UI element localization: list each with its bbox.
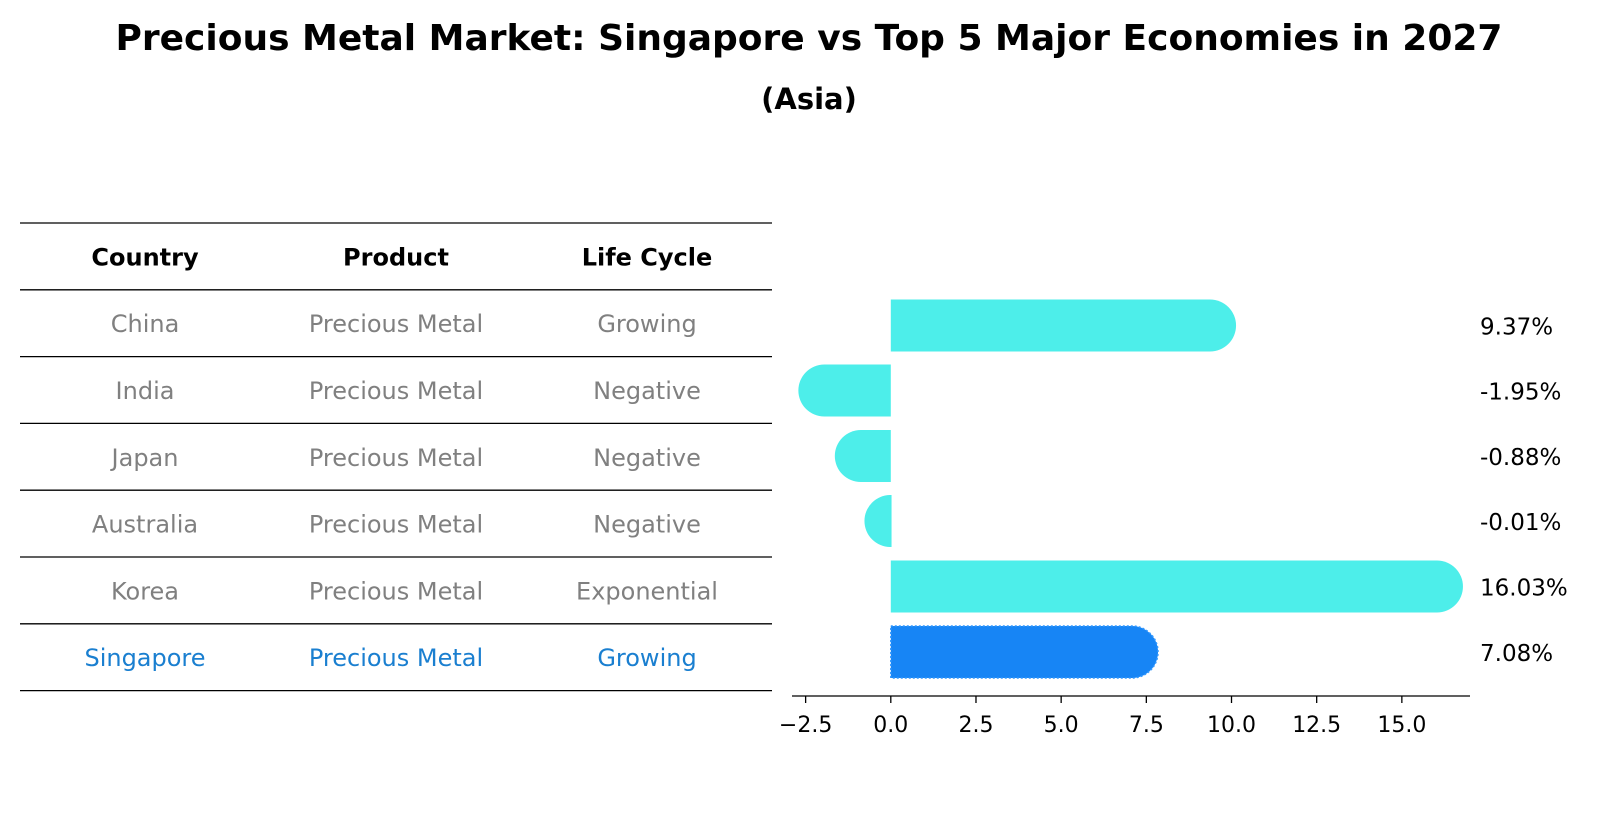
cell-country: Korea [111,577,179,605]
header-life-cycle: Life Cycle [582,243,713,271]
cell-life-cycle: Negative [593,444,701,472]
header-product: Product [343,243,449,271]
cell-country: India [116,377,175,405]
cell-life-cycle: Negative [593,377,701,405]
bar-korea [890,560,1463,613]
cell-product: Precious Metal [309,377,483,405]
bar-china [890,299,1237,352]
bar-singapore [890,625,1159,679]
data-label: -0.88% [1480,445,1561,471]
cell-country: Singapore [84,644,205,672]
x-tick-label: 0.0 [873,713,908,738]
bar-series: 9.37% -1.95% -0.88% -0.01% 16.03% 7.08% [798,299,1568,679]
header-country: Country [91,243,199,271]
data-label: -1.95% [1480,380,1561,406]
chart-title: Precious Metal Market: Singapore vs Top … [116,18,1503,59]
data-table: Country Product Life Cycle China Precious Me… [20,222,772,692]
cell-life-cycle: Negative [593,511,701,539]
cell-product: Precious Metal [309,444,483,472]
x-tick-label: 2.5 [958,713,993,738]
data-label: 16.03% [1480,576,1568,602]
cell-country: Australia [92,511,198,539]
cell-product: Precious Metal [309,310,483,338]
data-label: 7.08% [1480,641,1553,667]
x-axis: −2.5 0.0 2.5 5.0 7.5 10.0 12.5 15.0 [779,695,1470,738]
bar-japan [834,430,891,482]
x-tick-label: 15.0 [1377,713,1426,738]
bar-australia [864,495,891,547]
x-tick-label: 10.0 [1207,713,1256,738]
chart-subtitle: (Asia) [761,82,857,116]
cell-life-cycle: Growing [597,644,696,672]
cell-country: Japan [110,444,179,472]
x-tick-label: 7.5 [1129,713,1164,738]
cell-life-cycle: Exponential [576,577,718,605]
x-tick-label: 12.5 [1292,713,1341,738]
cell-country: China [111,310,180,338]
cell-life-cycle: Growing [597,310,696,338]
data-label: 9.37% [1480,315,1553,341]
data-label: -0.01% [1480,510,1561,536]
x-tick-label: −2.5 [779,713,832,738]
x-tick-label: 5.0 [1044,713,1079,738]
cell-product: Precious Metal [309,644,483,672]
bar-india [798,364,891,417]
cell-product: Precious Metal [309,577,483,605]
cell-product: Precious Metal [309,511,483,539]
